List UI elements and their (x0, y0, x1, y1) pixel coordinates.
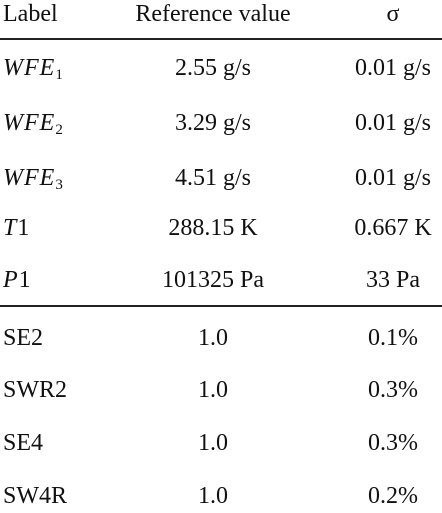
reference-value: 1.0 (198, 377, 228, 403)
reference-value: 2.55 g/s (174, 55, 251, 81)
row-label: WFE3 (3, 164, 63, 193)
sigma-value: 0.01 g/s (354, 110, 431, 136)
label-part: 1 (18, 267, 31, 293)
row-label: P1 (3, 266, 31, 294)
reference-value: 4.51 g/s (174, 165, 251, 191)
label-part: WFE (3, 55, 56, 81)
reference-value: 288.15 K (168, 215, 258, 241)
label-part: 1 (55, 67, 63, 83)
reference-value: 1.0 (198, 325, 228, 351)
sigma-value: 0.01 g/s (354, 55, 431, 81)
label-part: SW4R (3, 483, 68, 509)
label-part: 2 (55, 122, 63, 138)
row-label: T1 (3, 214, 29, 242)
row-label: WFE2 (3, 109, 63, 138)
sigma-value: 0.01 g/s (354, 165, 431, 191)
label-part: 1 (17, 215, 30, 241)
sigma-value: 0.3% (368, 430, 418, 456)
sigma-value: 0.2% (368, 483, 418, 509)
header-cell: σ (386, 1, 400, 27)
label-part: WFE (3, 165, 56, 191)
label-part: SE4 (3, 430, 44, 456)
row-label: SE2 (3, 324, 43, 352)
header-rule (0, 38, 442, 40)
label-part: 3 (55, 177, 63, 193)
label-part: SWR2 (3, 377, 68, 403)
label-part: T (3, 215, 18, 241)
reference-value: 1.0 (198, 430, 228, 456)
reference-value: 1.0 (198, 483, 228, 509)
row-label: SW4R (3, 482, 67, 510)
row-label: SWR2 (3, 376, 67, 404)
sigma-value: 0.1% (368, 325, 418, 351)
header-cell: Reference value (135, 1, 291, 27)
reference-value: 101325 Pa (162, 267, 264, 293)
row-label: WFE1 (3, 54, 63, 83)
label-part: P (3, 267, 19, 293)
section-rule (0, 305, 442, 307)
sigma-value: 33 Pa (366, 267, 420, 293)
row-label: SE4 (3, 429, 43, 457)
header-cell: Label (3, 1, 58, 27)
label-part: SE2 (3, 325, 44, 351)
reference-value: 3.29 g/s (174, 110, 251, 136)
sigma-value: 0.3% (368, 377, 418, 403)
label-part: WFE (3, 110, 56, 136)
sigma-value: 0.667 K (354, 215, 432, 241)
